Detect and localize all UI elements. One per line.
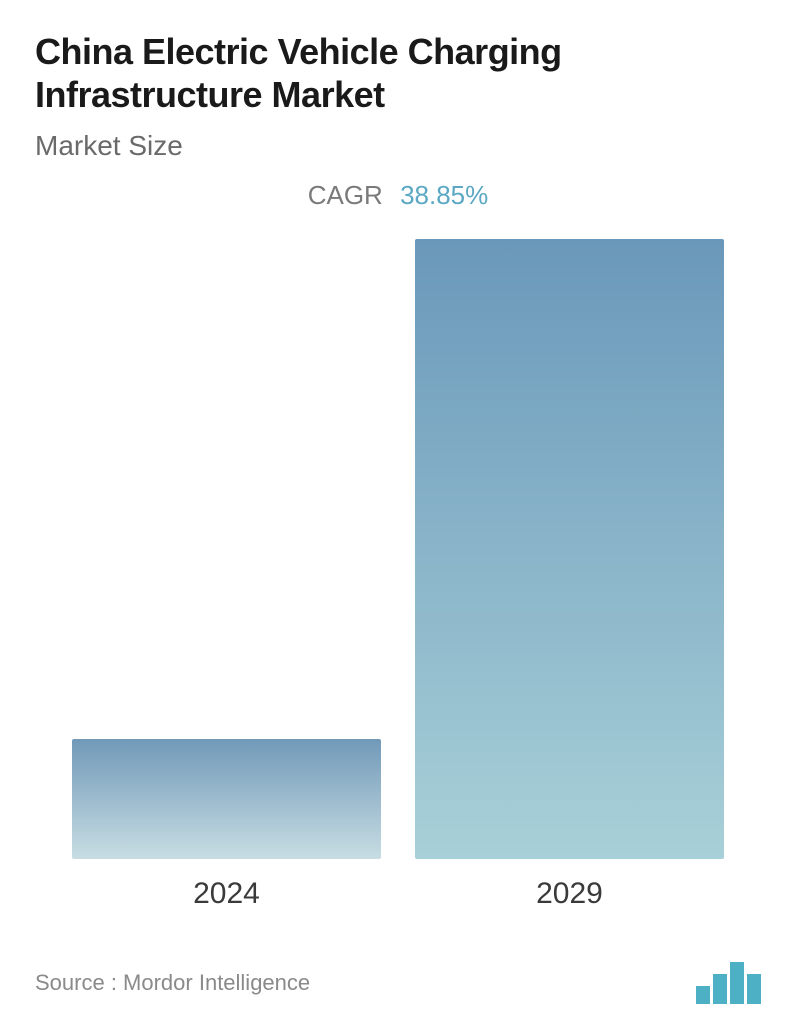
chart-subtitle: Market Size [35,130,761,162]
bar-label-2029: 2029 [536,877,603,911]
logo-bar-icon [696,986,710,1004]
chart-title: China Electric Vehicle Charging Infrastr… [35,30,761,116]
chart-area: 2024 2029 [35,231,761,911]
cagr-value: 38.85% [400,180,488,210]
source-text: Source : Mordor Intelligence [35,970,310,996]
cagr-row: CAGR 38.85% [35,180,761,211]
bar-wrapper-2024: 2024 [72,739,381,911]
bar-2024 [72,739,381,859]
bar-label-2024: 2024 [193,877,260,911]
logo-bar-icon [713,974,727,1004]
logo-bar-icon [730,962,744,1004]
logo-icon [696,962,761,1004]
footer: Source : Mordor Intelligence [35,962,761,1004]
bar-wrapper-2029: 2029 [415,239,724,911]
logo-bar-icon [747,974,761,1004]
cagr-label: CAGR [308,180,383,210]
bar-2029 [415,239,724,859]
